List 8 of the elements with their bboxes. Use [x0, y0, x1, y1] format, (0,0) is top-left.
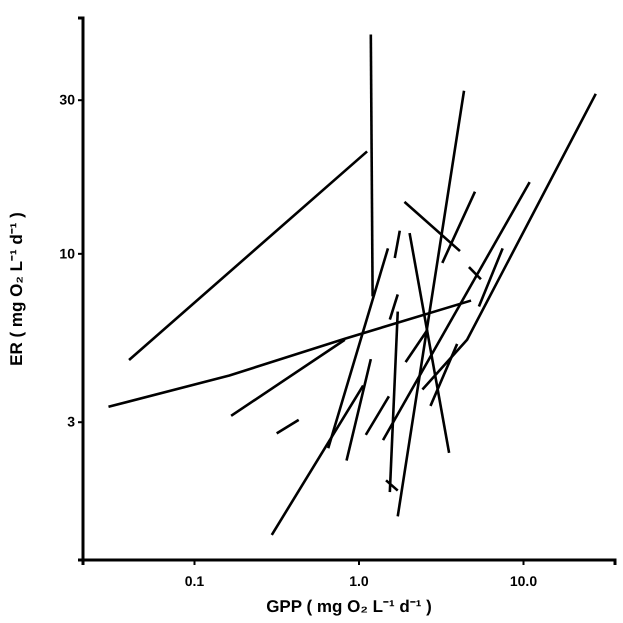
- x-tick-label: 1.0: [349, 573, 369, 590]
- y-tick-label: 10: [59, 245, 76, 262]
- x-tick-label: 10.0: [510, 573, 538, 590]
- y-axis-title: ER ( mg O₂ L⁻¹ d⁻¹ ): [7, 212, 26, 366]
- y-tick-label: 3: [67, 414, 76, 430]
- y-tick-label: 30: [59, 92, 76, 108]
- x-tick-label: 0.1: [184, 573, 204, 590]
- x-axis-title: GPP ( mg O₂ L⁻¹ d⁻¹ ): [266, 597, 432, 616]
